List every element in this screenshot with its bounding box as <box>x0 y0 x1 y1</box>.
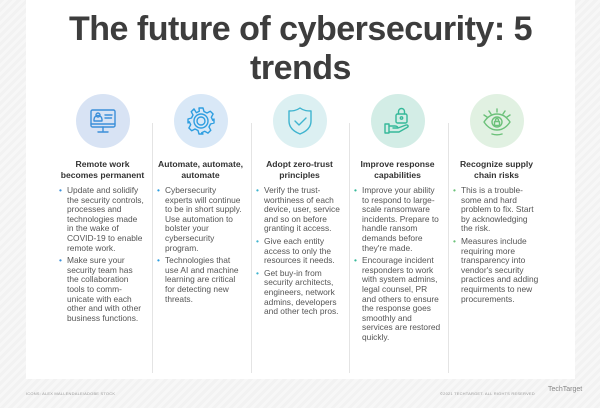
trend-bullets: Improve your ability to respond to large… <box>354 185 441 343</box>
icon-credit: ICONS: ALEX MALLENDALE/ADOBE STOCK <box>26 391 116 396</box>
column-divider <box>349 123 350 373</box>
trend-heading: Automate, automate, automate <box>158 159 243 180</box>
eye-lock-icon <box>482 108 511 136</box>
trend-bullets: Verify the trust-worthiness of each devi… <box>256 185 343 317</box>
icon-circle <box>75 94 130 148</box>
trend-bullets: Update and solidify the security control… <box>59 185 146 323</box>
trend-column: Adopt zero-trust principles Verify the t… <box>250 94 349 320</box>
bullet-item: Verify the trust-worthiness of each devi… <box>256 185 343 234</box>
computer-user-icon <box>89 109 116 133</box>
bullet-item: Cybersecurity experts will continue to b… <box>157 185 244 253</box>
copyright: ©2021 TECHTARGET. ALL RIGHTS RESERVED <box>440 391 535 396</box>
shield-check-icon <box>287 107 312 135</box>
bullet-item: This is a trouble-some and hard problem … <box>453 185 540 234</box>
column-divider <box>448 123 449 373</box>
bullet-item: Encourage incident responders to work wi… <box>354 255 441 342</box>
trend-heading: Adopt zero-trust principles <box>266 159 333 180</box>
techtarget-logo: TechTarget <box>548 386 583 393</box>
trend-heading: Improve response capabilities <box>360 159 435 180</box>
trend-column: Automate, automate, automate Cybersecuri… <box>151 94 250 307</box>
icon-circle <box>370 94 425 148</box>
trend-bullets: This is a trouble-some and hard problem … <box>453 185 540 304</box>
page-title: The future of cybersecurity: 5 trends <box>68 10 533 87</box>
icon-circle <box>272 94 327 148</box>
trend-heading: Remote work becomes permanent <box>60 159 145 180</box>
trend-heading: Recognize supply chain risks <box>459 159 534 180</box>
icon-circle <box>469 94 524 148</box>
bullet-item: Make sure your security team has the col… <box>59 255 146 323</box>
bullet-item: Get buy-in from security architects, eng… <box>256 268 343 317</box>
trend-column: Remote work becomes permanent Update and… <box>53 94 152 326</box>
icon-circle <box>173 94 228 148</box>
trend-column: Improve response capabilities Improve yo… <box>348 94 447 346</box>
column-divider <box>152 123 153 373</box>
hand-lock-icon <box>383 107 409 134</box>
column-divider <box>251 123 252 373</box>
bullet-item: Give each entity access to only the reso… <box>256 236 343 266</box>
trend-bullets: Cybersecurity experts will continue to b… <box>157 185 244 304</box>
bullet-item: Improve your ability to respond to large… <box>354 185 441 253</box>
gear-icon <box>186 107 215 135</box>
bullet-item: Measures include requiring more transpar… <box>453 236 540 304</box>
bullet-item: Update and solidify the security control… <box>59 185 146 253</box>
trend-column: Recognize supply chain risks This is a t… <box>447 94 546 307</box>
bullet-item: Technologies that use AI and machine lea… <box>157 255 244 304</box>
